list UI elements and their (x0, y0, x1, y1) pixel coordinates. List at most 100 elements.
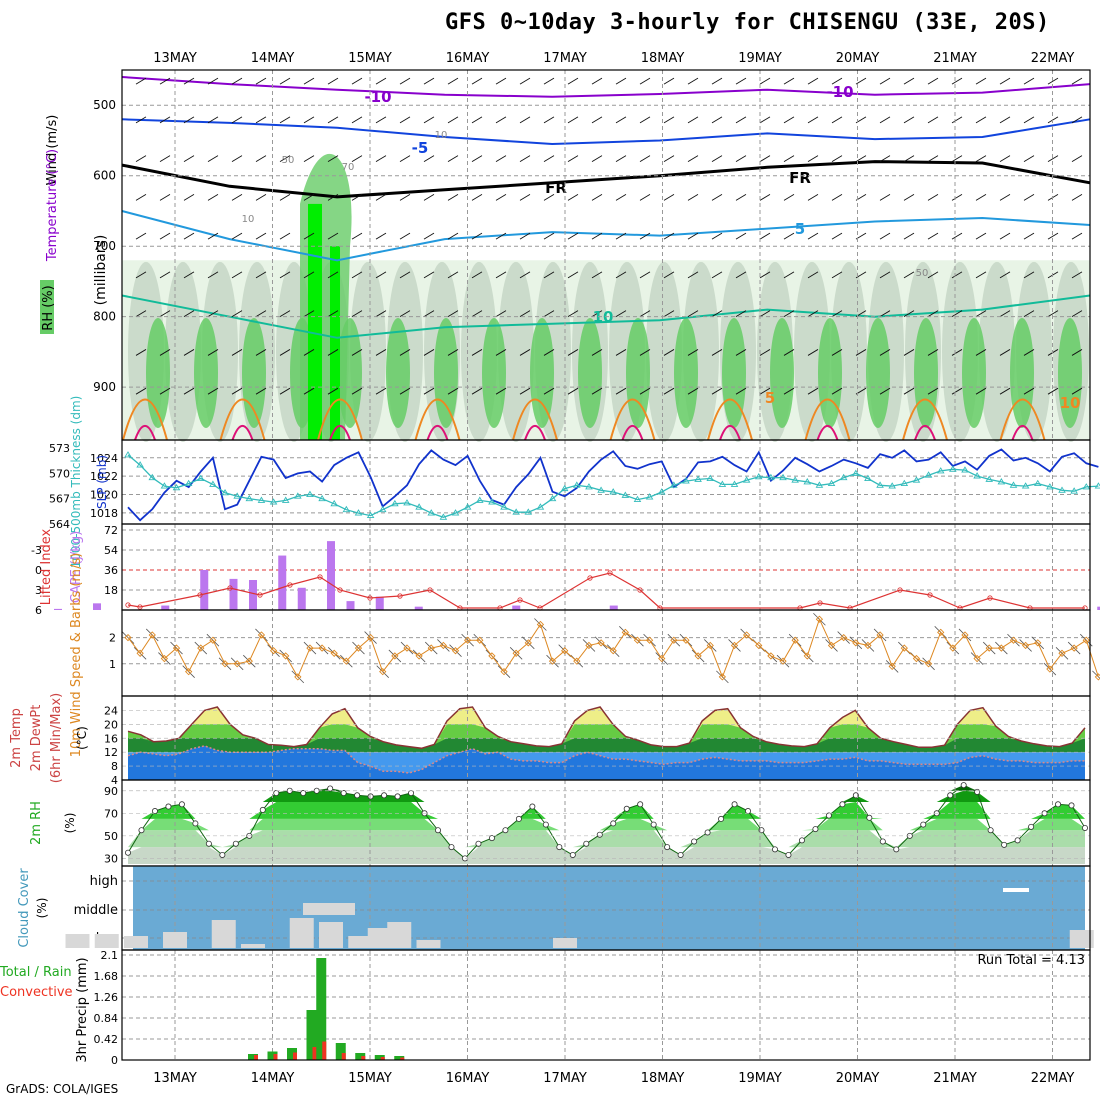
contour-label: 50 (916, 268, 929, 279)
ylabel-cape: CAPE (J/kg) (69, 531, 84, 603)
temp-tick-label: 24 (104, 704, 118, 717)
rh-point (138, 827, 145, 834)
wind-barb (807, 349, 819, 356)
wind-barb (327, 387, 339, 395)
wind-barb (543, 116, 555, 124)
cape-bar (327, 541, 335, 610)
wind10m-point (645, 636, 654, 644)
wind-barb (759, 193, 771, 201)
legend-convective: Convective (0, 985, 73, 1000)
lifted-index-point (287, 582, 293, 588)
ylabel-slp: SLP (mb) (95, 455, 109, 509)
precip-total-bar (306, 1010, 317, 1060)
date-tick-label-top: 14MAY (251, 51, 295, 66)
rh-point (475, 840, 482, 847)
wind-barb (999, 387, 1011, 395)
wind-barb (759, 387, 771, 395)
thickness-point (949, 465, 957, 472)
rh-point (205, 840, 212, 847)
wind-barb (975, 349, 987, 356)
wind-barb (495, 271, 507, 279)
wind10m-point (791, 636, 799, 644)
wind-barb (927, 193, 939, 201)
lifted-index-point (257, 592, 263, 598)
wind10m-point (985, 644, 993, 652)
wind-barb (423, 116, 435, 124)
wind-barb (783, 387, 795, 395)
wind-barb (1071, 232, 1083, 240)
rh-shading-mid (498, 261, 534, 442)
wind10m-point (318, 644, 326, 652)
cape-bar (93, 603, 101, 610)
wind-barb (351, 232, 363, 240)
wind-barb (591, 387, 603, 395)
contour-label: 50 (282, 155, 295, 166)
isotherm-20 (329, 424, 351, 441)
wind-barb (447, 77, 459, 85)
wind-barb (831, 232, 843, 240)
wind-barb (639, 193, 651, 201)
wind10m-point (997, 644, 1005, 652)
wind-barb (543, 232, 555, 240)
wind-barb (591, 310, 603, 318)
wind10m-point (609, 647, 617, 655)
wind-barb (159, 116, 171, 124)
date-tick-label-bottom: 21MAY (933, 1071, 977, 1086)
thickness-point (124, 451, 132, 458)
cloud-high-bar (1003, 888, 1029, 892)
wind10m-point (621, 628, 629, 636)
ylabel-temp: 2m Temp (9, 708, 24, 768)
wind-barb (1023, 271, 1035, 279)
rh-point (273, 790, 280, 797)
wind-barb (135, 232, 147, 240)
wind-barb (495, 155, 507, 163)
isotherm-20 (1011, 424, 1034, 441)
wind-barb (159, 155, 171, 163)
rh-shading-green (530, 318, 554, 429)
wind-barb (231, 271, 243, 279)
wind-barb (711, 310, 723, 318)
wind-barb (687, 310, 699, 318)
ylabel-temperature: Temperature (°C) (45, 149, 60, 262)
date-tick-label-bottom: 22MAY (1031, 1071, 1075, 1086)
cape-tick-label: 54 (104, 544, 118, 557)
wind-barb (351, 193, 363, 201)
wind-barb (831, 387, 843, 395)
wind-barb (1047, 232, 1059, 240)
rh-point (920, 821, 927, 828)
date-tick-label-top: 18MAY (641, 51, 685, 66)
rh-point (637, 801, 644, 808)
wind-barb (711, 232, 723, 240)
wind-barb (975, 77, 987, 85)
date-tick-label-bottom: 18MAY (641, 1071, 685, 1086)
rh-point (192, 820, 199, 827)
wind-barb (1047, 387, 1059, 395)
lifted-index-tick-label: 0 (35, 564, 42, 577)
isotherm-20 (426, 424, 449, 441)
thickness-point (573, 481, 581, 488)
wind10m-point (1034, 639, 1042, 647)
precip-convective-bar (312, 1047, 317, 1060)
wind10m-barb (121, 631, 135, 644)
date-tick-label-top: 19MAY (738, 51, 782, 66)
thickness-point (1082, 483, 1091, 490)
wind-tick-label: 1 (109, 658, 116, 671)
wind-barb (687, 77, 699, 85)
thickness-point (1033, 479, 1042, 487)
wind-barb (903, 77, 915, 85)
cloud-low-bar (553, 938, 577, 948)
wind-barb (495, 349, 507, 356)
wind-barb (399, 232, 411, 240)
precip-total-bar (335, 1043, 346, 1060)
rh-shading-green (386, 318, 410, 429)
thickness-point (706, 474, 715, 481)
ylabel-cloud: Cloud Cover (17, 868, 32, 948)
wind10m-point (221, 660, 229, 668)
wind-barb (735, 271, 747, 279)
thickness-point (912, 476, 921, 483)
rh-tick-label: 90 (104, 785, 118, 798)
isotherm-20 (816, 424, 839, 441)
wind-barb (951, 387, 963, 395)
wind-barb (591, 155, 603, 163)
